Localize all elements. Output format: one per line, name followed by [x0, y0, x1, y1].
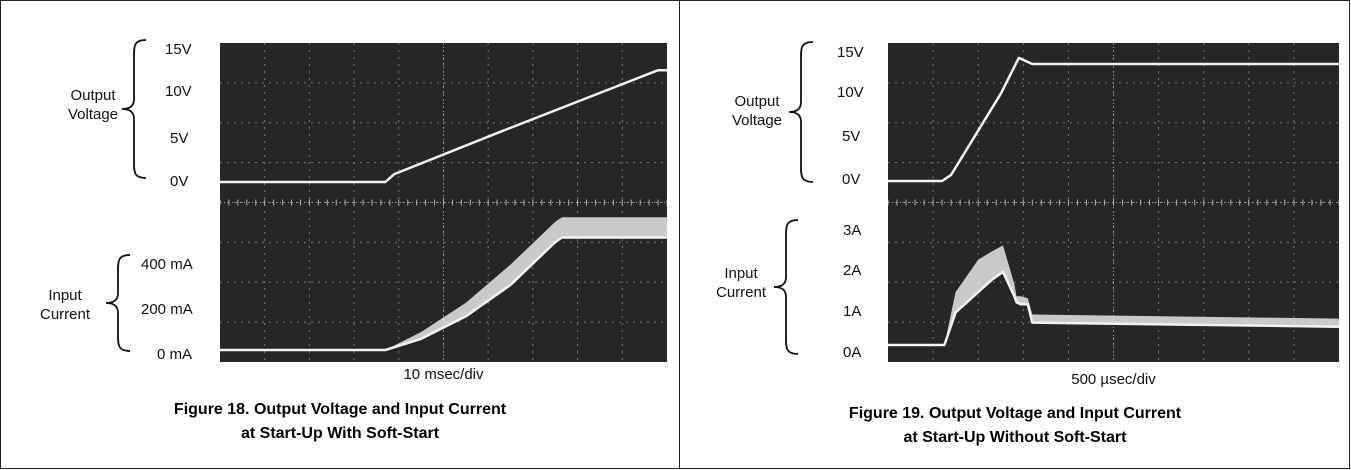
voltage-tick-0v: 0V	[170, 173, 189, 190]
current-tick-1a: 1A	[843, 303, 862, 320]
voltage-brace-icon	[121, 39, 147, 179]
voltage-trace	[220, 68, 667, 184]
current-tick-0ma: 0 mA	[157, 346, 193, 363]
current-envelope-band	[888, 245, 1339, 345]
oscilloscope-screen	[220, 43, 667, 362]
figure-caption: Figure 18. Output Voltage and Input Curr…	[110, 398, 570, 446]
voltage-group-label: Output Voltage	[722, 92, 792, 130]
voltage-tick-10v: 10V	[165, 83, 192, 100]
current-group-line2: Current	[39, 306, 91, 323]
voltage-group-label: Output Voltage	[58, 86, 128, 124]
voltage-tick-0v: 0V	[842, 171, 861, 188]
caption-line2: at Start-Up Without Soft-Start	[903, 429, 1127, 446]
voltage-tick-10v: 10V	[837, 84, 864, 101]
scope-plot	[220, 43, 667, 362]
current-group-line2: Current	[715, 284, 767, 301]
current-tick-3a: 3A	[843, 222, 862, 239]
current-trace	[220, 236, 667, 352]
current-trace	[888, 270, 1339, 347]
voltage-brace-icon	[788, 41, 814, 183]
voltage-tick-5v: 5V	[170, 130, 189, 147]
voltage-tick-5v: 5V	[842, 128, 861, 145]
current-envelope-band	[220, 217, 667, 350]
current-group-label: Input Current	[706, 264, 776, 302]
voltage-group-line2: Voltage	[67, 106, 119, 123]
panel-divider	[679, 0, 680, 469]
oscilloscope-screen	[888, 43, 1339, 362]
voltage-trace	[888, 56, 1339, 183]
current-group-line1: Input	[724, 265, 758, 282]
caption-line2: at Start-Up With Soft-Start	[240, 425, 440, 442]
voltage-group-line2: Voltage	[731, 112, 783, 129]
caption-line1: Figure 19. Output Voltage and Input Curr…	[848, 405, 1182, 422]
voltage-tick-15v: 15V	[837, 44, 864, 61]
caption-line1: Figure 18. Output Voltage and Input Curr…	[173, 401, 507, 418]
timebase-label: 10 msec/div	[403, 366, 484, 383]
current-brace-icon	[773, 219, 799, 355]
current-group-line1: Input	[48, 287, 82, 304]
current-tick-400ma: 400 mA	[141, 256, 193, 273]
current-tick-0a: 0A	[843, 344, 862, 361]
scope-plot	[888, 43, 1339, 362]
voltage-group-line1: Output	[70, 87, 116, 104]
current-tick-2a: 2A	[843, 262, 862, 279]
current-group-label: Input Current	[30, 286, 100, 324]
current-brace-icon	[105, 254, 131, 352]
figure-caption: Figure 19. Output Voltage and Input Curr…	[780, 402, 1250, 450]
timebase-label: 500 µsec/div	[1071, 371, 1156, 388]
voltage-group-line1: Output	[734, 93, 780, 110]
current-tick-200ma: 200 mA	[141, 301, 193, 318]
voltage-tick-15v: 15V	[165, 41, 192, 58]
